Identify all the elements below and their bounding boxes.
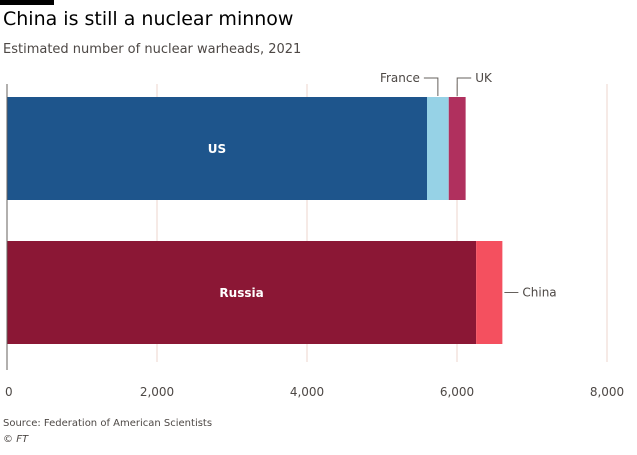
copyright-note: © FT	[3, 434, 28, 445]
bar-segment-france	[427, 97, 449, 200]
leader-line-france	[423, 77, 439, 96]
annotations: US France UK Russia China	[208, 71, 557, 300]
ft-brand: FT	[16, 434, 29, 445]
chart-title: China is still a nuclear minnow	[3, 8, 294, 30]
bar-label-us: US	[208, 142, 226, 156]
copyright-symbol: ©	[3, 434, 13, 445]
annotation-china: China	[522, 286, 556, 300]
x-tick-label-6000: 6,000	[440, 385, 474, 399]
bar-segment-russia	[7, 241, 477, 344]
x-axis: 0 2,000 4,000 6,000 8,000	[5, 84, 624, 399]
x-tick-label-8000: 8,000	[590, 385, 624, 399]
annotation-uk: UK	[475, 71, 493, 85]
ft-top-rule	[0, 0, 54, 5]
source-note: Source: Federation of American Scientist…	[3, 418, 213, 429]
annotation-france: France	[380, 71, 420, 85]
x-tick-label-4000: 4,000	[290, 385, 324, 399]
bar-label-russia: Russia	[219, 286, 263, 300]
x-tick-label-0: 0	[5, 385, 13, 399]
bar-segment-china	[476, 241, 503, 344]
leader-line-uk	[456, 77, 472, 96]
bars	[7, 97, 503, 344]
bar-segment-uk	[448, 97, 466, 200]
x-tick-label-2000: 2,000	[140, 385, 174, 399]
bar-segment-us	[7, 97, 427, 200]
chart-subtitle: Estimated number of nuclear warheads, 20…	[3, 42, 302, 57]
